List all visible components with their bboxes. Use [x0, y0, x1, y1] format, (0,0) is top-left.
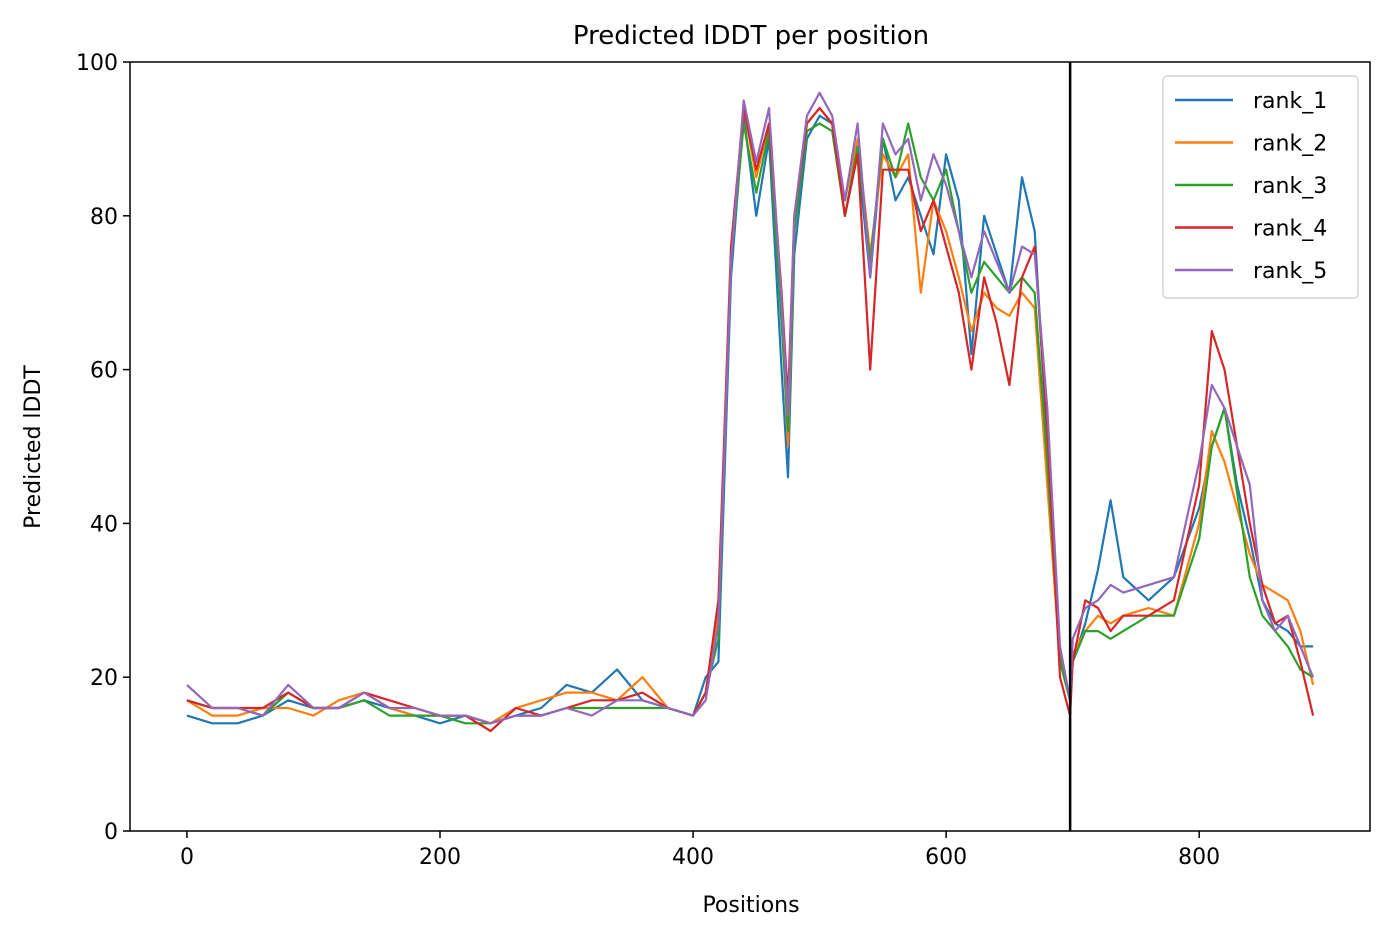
y-tick-label: 60 [90, 359, 118, 384]
x-tick-label: 400 [672, 845, 714, 870]
y-tick-label: 100 [76, 51, 118, 76]
x-tick-label: 200 [419, 845, 461, 870]
plot-lines [186, 62, 1315, 831]
x-tick-label: 600 [925, 845, 967, 870]
x-axis-label: Positions [702, 893, 799, 918]
series-line-rank-5 [186, 91, 1315, 725]
series-line-rank-4 [186, 106, 1315, 733]
legend-label-rank-4: rank_4 [1253, 217, 1327, 242]
x-axis-ticks: 0 200 400 600 800 [180, 831, 1220, 870]
legend-label-rank-2: rank_2 [1253, 132, 1327, 157]
legend: rank_1 rank_2 rank_3 rank_4 rank_5 [1162, 75, 1359, 299]
legend-label-rank-1: rank_1 [1253, 89, 1327, 114]
chart-title: Predicted lDDT per position [573, 21, 929, 51]
y-axis-ticks: 0 20 40 60 80 100 [76, 51, 130, 845]
legend-box [1162, 75, 1359, 299]
x-tick-label: 800 [1178, 845, 1220, 870]
y-tick-label: 0 [104, 820, 118, 845]
legend-label-rank-3: rank_3 [1253, 174, 1327, 199]
y-tick-label: 20 [90, 666, 118, 691]
y-tick-label: 40 [90, 512, 118, 537]
legend-label-rank-5: rank_5 [1253, 259, 1327, 284]
y-tick-label: 80 [90, 205, 118, 230]
plot-frame [129, 61, 1371, 832]
y-axis-label: Predicted lDDT [21, 365, 46, 529]
x-tick-label: 0 [180, 845, 194, 870]
series-line-rank-3 [186, 122, 1314, 725]
